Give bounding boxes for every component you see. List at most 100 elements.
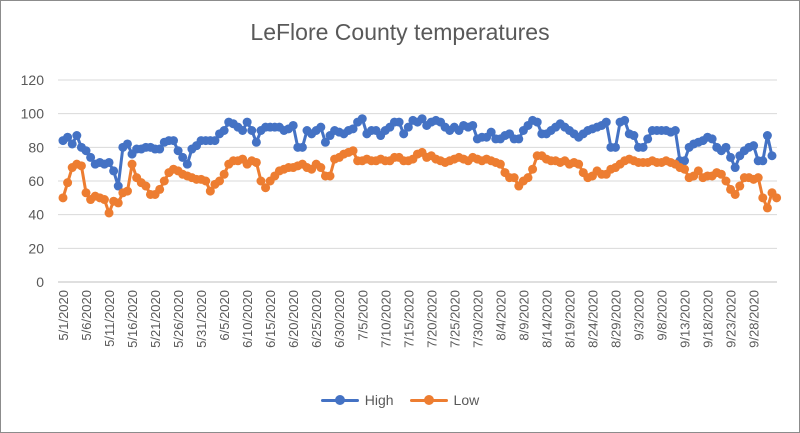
point-low-31: [201, 176, 211, 186]
x-tick-label-17: 7/25/2020: [447, 290, 462, 348]
point-low-14: [122, 186, 132, 196]
x-tick-label-5: 5/26/2020: [171, 290, 186, 348]
point-high-6: [86, 152, 96, 162]
point-high-65: [357, 114, 367, 124]
y-tick-label-80: 80: [28, 139, 44, 155]
point-low-152: [758, 193, 768, 203]
legend-entry-low: Low: [409, 392, 480, 408]
point-high-33: [210, 136, 220, 146]
point-high-10: [104, 157, 114, 167]
point-high-5: [81, 146, 91, 156]
y-tick-label-20: 20: [28, 240, 44, 256]
point-high-11: [109, 166, 119, 176]
y-tick-label-120: 120: [21, 72, 45, 88]
point-high-24: [168, 136, 178, 146]
chart-title: LeFlore County temperatures: [250, 19, 550, 45]
x-tick-label-7: 6/5/2020: [217, 290, 232, 341]
point-low-101: [523, 173, 533, 183]
point-high-124: [629, 131, 639, 141]
x-tick-label-23: 8/24/2020: [585, 290, 600, 348]
point-low-112: [574, 159, 584, 169]
x-tick-label-18: 7/30/2020: [470, 290, 485, 348]
point-high-103: [532, 117, 542, 127]
point-low-12: [113, 198, 123, 208]
legend: High Low: [1, 392, 799, 408]
point-high-126: [638, 142, 648, 152]
x-tick-label-27: 9/13/2020: [678, 290, 693, 348]
point-low-18: [141, 181, 151, 191]
point-low-144: [721, 176, 731, 186]
legend-dot-high: [334, 395, 345, 405]
legend-key-low-icon: [409, 395, 448, 405]
point-low-98: [509, 173, 519, 183]
x-tick-label-8: 6/10/2020: [240, 290, 255, 348]
point-low-138: [693, 166, 703, 176]
point-high-153: [762, 131, 772, 141]
x-tick-label-15: 7/15/2020: [401, 290, 416, 348]
point-low-15: [127, 159, 137, 169]
x-tick-label-25: 9/3/2020: [631, 290, 646, 341]
x-tick-label-20: 8/9/2020: [516, 290, 531, 341]
x-tick-label-22: 8/19/2020: [562, 290, 577, 348]
point-high-26: [178, 152, 188, 162]
point-high-39: [238, 126, 248, 135]
point-high-42: [251, 137, 261, 147]
point-low-42: [251, 157, 261, 167]
x-tick-label-12: 6/30/2020: [332, 290, 347, 348]
point-low-4: [76, 161, 86, 171]
point-high-12: [113, 181, 123, 191]
point-high-27: [182, 159, 192, 169]
x-tick-label-29: 9/23/2020: [724, 290, 739, 348]
point-high-56: [316, 122, 326, 132]
point-high-154: [767, 151, 777, 161]
point-low-1: [63, 178, 73, 188]
legend-label-low: Low: [453, 392, 480, 408]
point-low-95: [495, 159, 505, 169]
x-tick-label-0: 5/1/2020: [56, 290, 71, 341]
point-high-21: [155, 144, 165, 154]
point-low-9: [99, 195, 109, 205]
legend-label-high: High: [364, 392, 394, 408]
point-high-93: [486, 127, 496, 137]
point-low-35: [219, 169, 229, 179]
point-low-153: [762, 203, 772, 213]
point-high-74: [399, 129, 409, 139]
x-tick-label-16: 7/20/2020: [424, 290, 439, 348]
x-tick-label-1: 5/6/2020: [79, 290, 94, 341]
point-low-63: [348, 146, 358, 156]
point-low-147: [735, 181, 745, 191]
point-high-35: [219, 126, 229, 135]
point-low-0: [58, 193, 68, 203]
point-low-102: [528, 164, 538, 174]
x-tick-label-13: 7/5/2020: [355, 290, 370, 341]
point-high-150: [749, 141, 759, 151]
point-high-99: [514, 134, 524, 144]
point-high-1: [63, 132, 73, 142]
x-tick-label-14: 7/10/2020: [378, 290, 393, 348]
point-high-89: [468, 120, 478, 130]
point-high-57: [320, 137, 330, 147]
y-tick-label-100: 100: [21, 106, 45, 122]
point-high-63: [348, 124, 358, 134]
legend-key-high-icon: [320, 395, 359, 405]
x-tick-label-2: 5/11/2020: [102, 290, 117, 347]
point-low-155: [772, 193, 782, 203]
point-high-145: [726, 152, 736, 162]
x-tick-label-30: 9/28/2020: [747, 290, 762, 348]
point-low-34: [215, 176, 225, 186]
point-high-50: [288, 120, 298, 130]
point-high-122: [620, 115, 630, 125]
x-tick-label-9: 6/15/2020: [263, 290, 278, 348]
point-low-58: [325, 171, 335, 181]
point-high-146: [730, 163, 740, 173]
point-low-146: [730, 189, 740, 199]
x-tick-label-24: 8/29/2020: [608, 290, 623, 348]
x-tick-label-19: 8/4/2020: [493, 290, 508, 341]
point-low-22: [159, 176, 169, 186]
point-high-120: [610, 142, 620, 152]
point-low-151: [753, 173, 763, 183]
x-tick-label-4: 5/21/2020: [148, 290, 163, 348]
point-high-52: [297, 142, 307, 152]
point-high-14: [122, 139, 132, 149]
